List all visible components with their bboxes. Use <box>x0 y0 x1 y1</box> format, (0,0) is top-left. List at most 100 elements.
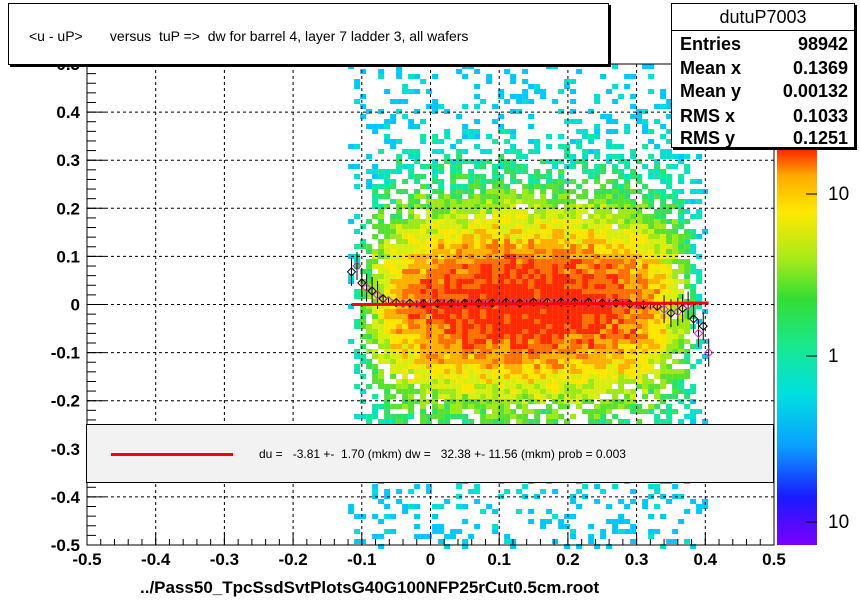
heat-cell <box>558 349 565 354</box>
heat-cell <box>474 404 481 409</box>
heat-cell <box>516 224 523 229</box>
heat-cell <box>468 374 475 379</box>
heat-cell <box>444 229 451 234</box>
heat-cell <box>498 404 505 409</box>
heat-cell <box>582 374 589 379</box>
heat-cell <box>576 294 583 299</box>
heat-cell <box>402 189 409 194</box>
heat-cell <box>450 304 457 309</box>
heat-cell <box>444 234 451 239</box>
heat-cell <box>552 284 559 289</box>
heat-cell <box>354 214 361 219</box>
heat-cell <box>366 304 373 309</box>
heat-cell <box>558 319 565 324</box>
heat-cell <box>528 294 535 299</box>
heat-cell <box>510 544 517 549</box>
heat-cell <box>474 244 481 249</box>
heat-cell <box>438 349 445 354</box>
heat-cell <box>468 284 475 289</box>
heat-cell <box>558 274 565 279</box>
heat-cell <box>462 369 469 374</box>
heat-cell <box>660 279 667 284</box>
heat-cell <box>474 184 481 189</box>
heat-cell <box>546 324 553 329</box>
heat-cell <box>636 349 643 354</box>
heat-cell <box>516 244 523 249</box>
heat-cell <box>480 404 487 409</box>
heat-cell <box>558 334 565 339</box>
x-tick-label: 0.1 <box>487 550 511 569</box>
heat-cell <box>420 264 427 269</box>
heat-cell <box>588 394 595 399</box>
stat-meanx-label: Mean x <box>680 58 742 78</box>
heat-cell <box>462 249 469 254</box>
heat-cell <box>522 184 529 189</box>
heat-cell <box>606 544 613 549</box>
heat-cell <box>594 199 601 204</box>
heat-cell <box>624 84 631 89</box>
heat-cell <box>516 324 523 329</box>
heat-cell <box>492 234 499 239</box>
heat-cell <box>564 349 571 354</box>
heat-cell <box>504 239 511 244</box>
heat-cell <box>630 284 637 289</box>
heat-cell <box>594 129 601 134</box>
heat-cell <box>396 139 403 144</box>
profile-point <box>590 297 601 308</box>
heat-cell <box>606 264 613 269</box>
heat-cell <box>624 369 631 374</box>
heat-cell <box>522 264 529 269</box>
heat-cell <box>480 174 487 179</box>
heat-cell <box>402 234 409 239</box>
heat-cell <box>468 264 475 269</box>
heat-cell <box>432 244 439 249</box>
heat-cell <box>540 259 547 264</box>
heat-cell <box>510 234 517 239</box>
heat-cell <box>468 239 475 244</box>
heat-cell <box>492 409 499 414</box>
heat-cell <box>546 214 553 219</box>
heat-cell <box>606 334 613 339</box>
heat-cell <box>432 389 439 394</box>
profile-point <box>346 267 357 277</box>
heat-cell <box>570 299 577 304</box>
heat-cell <box>528 509 535 514</box>
heat-cell <box>492 214 499 219</box>
heat-cell <box>534 229 541 234</box>
heat-cell <box>612 394 619 399</box>
heat-cell <box>666 274 673 279</box>
heat-cell <box>570 344 577 349</box>
heat-cell <box>540 194 547 199</box>
heat-cell <box>384 244 391 249</box>
heat-cell <box>390 119 397 124</box>
heat-cell <box>414 249 421 254</box>
heat-cell <box>594 229 601 234</box>
heat-cell <box>660 104 667 109</box>
heat-cell <box>444 244 451 249</box>
heat-cell <box>480 319 487 324</box>
heat-cell <box>564 199 571 204</box>
heat-cell <box>600 219 607 224</box>
heat-cell <box>456 209 463 214</box>
heat-cell <box>360 289 367 294</box>
heat-cell <box>414 279 421 284</box>
heat-cell <box>558 519 565 524</box>
heat-cell <box>696 504 703 509</box>
heat-cell <box>642 204 649 209</box>
density-heatmap <box>348 64 709 549</box>
heat-cell <box>594 169 601 174</box>
heat-cell <box>486 404 493 409</box>
heat-cell <box>678 259 685 264</box>
heat-cell <box>588 279 595 284</box>
profile-point <box>405 298 415 308</box>
heat-cell <box>576 204 583 209</box>
heat-cell <box>474 324 481 329</box>
heat-cell <box>438 269 445 274</box>
heat-cell <box>624 259 631 264</box>
heat-cell <box>456 184 463 189</box>
heat-cell <box>552 419 559 424</box>
heat-cell <box>702 419 709 424</box>
heat-cell <box>384 489 391 494</box>
heat-cell <box>672 324 679 329</box>
heat-cell <box>600 419 607 424</box>
